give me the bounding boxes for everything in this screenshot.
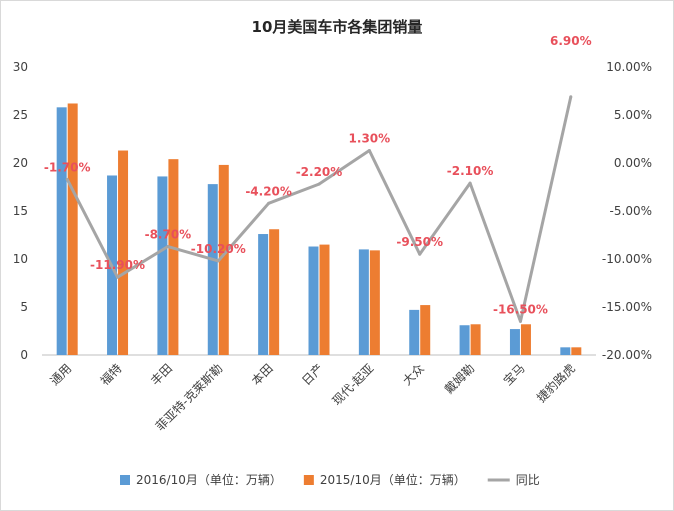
bar <box>369 250 380 355</box>
yoy-point <box>216 259 220 263</box>
y-right-tick-label: -5.00% <box>610 204 652 218</box>
bar <box>520 324 531 355</box>
bar <box>509 329 520 355</box>
chart-title: 10月美国车市各集团销量 <box>252 18 423 36</box>
bar <box>358 249 369 355</box>
y-left-tick-label: 15 <box>13 204 28 218</box>
legend-label: 同比 <box>516 473 540 487</box>
yoy-point <box>367 149 371 153</box>
category-label: 福特 <box>97 361 125 389</box>
bar <box>308 246 319 355</box>
bars <box>56 103 582 355</box>
bar <box>168 159 179 355</box>
bar <box>67 103 78 355</box>
y-left-tick-label: 5 <box>20 300 28 314</box>
category-label: 通用 <box>47 361 74 388</box>
data-labels: -1.70% -11.90% -8.70%-10.20% -4.20% -2.20% 1.… <box>44 34 592 317</box>
y-left-tick-label: 0 <box>20 348 28 362</box>
yoy-data-label: 1.30% <box>349 132 391 146</box>
bar <box>118 150 129 355</box>
y-left-tick-label: 30 <box>13 60 28 74</box>
yoy-data-label: -11.90% <box>90 258 145 272</box>
category-label: 宝马 <box>501 361 528 388</box>
category-label: 戴姆勒 <box>441 361 477 397</box>
bar <box>571 347 582 355</box>
yoy-line-path <box>65 96 573 323</box>
yoy-data-label: -16.50% <box>493 302 548 316</box>
bar <box>258 234 269 355</box>
y-right-tick-label: -15.00% <box>602 300 652 314</box>
yoy-point <box>317 182 321 186</box>
y-right-tick-label: 10.00% <box>606 60 652 74</box>
yoy-point <box>65 177 69 181</box>
yoy-point <box>418 252 422 256</box>
bar <box>207 184 218 355</box>
yoy-point <box>116 275 120 279</box>
y-left-tick-label: 20 <box>13 156 28 170</box>
yoy-point <box>166 245 170 249</box>
bar <box>319 244 330 355</box>
category-label: 捷豹路虎 <box>533 361 578 406</box>
y-left-tick-label: 10 <box>13 252 28 266</box>
bar <box>218 164 229 355</box>
category-label: 大众 <box>400 361 427 388</box>
yoy-point <box>518 319 522 323</box>
yoy-line <box>65 95 573 323</box>
bar <box>470 324 481 355</box>
legend-swatch <box>120 475 130 485</box>
bar <box>269 229 280 355</box>
yoy-point <box>468 181 472 185</box>
yoy-data-label: 6.90% <box>550 34 592 48</box>
legend-label: 2016/10月（单位：万辆） <box>136 472 282 487</box>
y-right-tick-label: -10.00% <box>602 252 652 266</box>
bar <box>459 325 470 355</box>
yoy-data-label: -10.20% <box>191 242 246 256</box>
yoy-point <box>569 95 573 99</box>
yoy-data-label: -2.20% <box>296 165 343 179</box>
yoy-data-label: -1.70% <box>44 160 91 174</box>
yoy-point <box>267 201 271 205</box>
y-right-tick-label: 0.00% <box>614 156 652 170</box>
bar <box>420 305 431 355</box>
yoy-data-label: -4.20% <box>245 184 292 198</box>
legend: 2016/10月（单位：万辆） 2015/10月（单位：万辆） 同比 <box>120 472 540 487</box>
bar <box>560 347 571 355</box>
bar <box>157 176 168 355</box>
category-label: 日产 <box>299 361 326 388</box>
y-left-tick-label: 25 <box>13 108 28 122</box>
legend-swatch <box>303 475 314 485</box>
axes: 0 5 10 15 20 25 30 -20.00% -15.00% -10.00% -5.00% 0… <box>13 60 652 362</box>
bar <box>56 107 67 355</box>
yoy-data-label: -9.50% <box>396 235 443 249</box>
yoy-data-label: -8.70% <box>145 228 192 242</box>
yoy-data-label: -2.10% <box>447 164 494 178</box>
y-right-tick-label: 5.00% <box>614 108 652 122</box>
y-right-tick-label: -20.00% <box>602 348 652 362</box>
legend-label: 2015/10月（单位：万辆） <box>320 472 466 487</box>
category-label: 本田 <box>249 361 276 388</box>
category-label: 现代-起亚 <box>330 361 377 408</box>
category-label: 丰田 <box>148 361 175 388</box>
bar <box>409 309 420 355</box>
